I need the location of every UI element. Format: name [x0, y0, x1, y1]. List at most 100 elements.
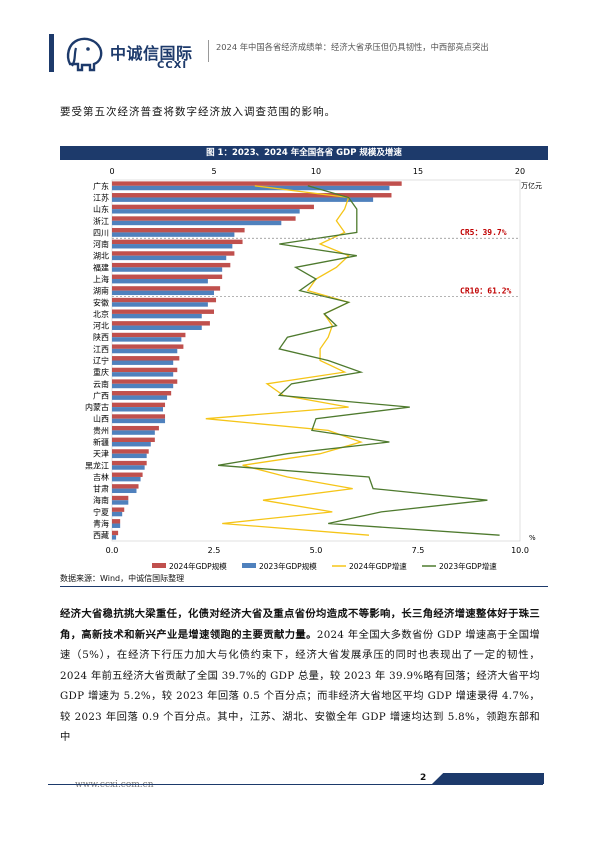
bar-2023-gdp	[112, 372, 174, 377]
bar-2024-gdp	[112, 460, 147, 466]
bar-2024-gdp	[112, 519, 121, 524]
bar-2024-gdp	[112, 367, 178, 373]
bar-2023-gdp	[112, 383, 174, 389]
intro-paragraph: 要受第五次经济普查将数字经济放入调查范围的影响。	[60, 106, 336, 118]
category-label: 天津	[93, 449, 109, 459]
bottom-axis-tick-label: 7.5	[412, 546, 425, 555]
bar-2024-gdp	[112, 495, 129, 501]
gdp-chart: 0 5 10 15 20 万亿元 0.0 2.5 5.0 7.5 10.0% 广东江苏山东浙江四川河南…	[85, 167, 542, 571]
bar-2024-gdp	[112, 181, 402, 186]
bar-2024-gdp	[112, 414, 166, 419]
bar-2024-gdp	[112, 449, 149, 454]
cr-label: CR10：61.2%	[460, 286, 512, 295]
elephant-icon	[66, 37, 103, 72]
category-label: 陕西	[93, 332, 109, 342]
legend-swatch	[152, 563, 166, 568]
bar-2023-gdp	[112, 511, 123, 517]
category-label: 吉林	[93, 472, 109, 482]
bottom-axis-unit: %	[529, 534, 536, 542]
bar-2024-gdp	[112, 286, 221, 291]
line-2024-growth	[205, 185, 370, 536]
category-label: 青海	[93, 519, 109, 529]
bar-2023-gdp	[112, 453, 147, 459]
bar-2024-gdp	[112, 297, 217, 303]
category-label: 广东	[93, 181, 109, 191]
bar-2024-gdp	[112, 425, 159, 431]
category-label: 新疆	[93, 437, 109, 447]
header-accent-bar	[49, 34, 54, 72]
category-label: 广西	[93, 390, 109, 400]
cr-label: CR5：39.7%	[460, 228, 507, 237]
bar-2024-gdp	[112, 216, 296, 221]
bar-2023-gdp	[112, 476, 141, 482]
category-label: 山东	[93, 204, 109, 214]
top-axis-tick-label: 10	[311, 167, 321, 176]
paragraph-text: 2024 年全国大多数省份 GDP 增速高于全国增速（5%），在经济下行压力加大…	[60, 628, 541, 744]
bar-2024-gdp	[112, 402, 166, 408]
bottom-axis-tick-label: 10.0	[511, 546, 529, 555]
category-label: 江西	[93, 345, 109, 354]
bar-2024-gdp	[112, 262, 231, 268]
top-axis-tick-label: 20	[515, 167, 525, 176]
category-label: 西藏	[93, 530, 109, 540]
bar-2024-gdp	[112, 507, 125, 512]
body-paragraph: 经济大省稳抗挑大梁重任，化债对经济大省及重点省份均造成不等影响，长三角经济增速整…	[60, 604, 540, 748]
figure-bottom-rule	[60, 586, 548, 587]
top-axis-tick-label: 5	[211, 167, 216, 176]
bar-2023-gdp	[112, 232, 235, 237]
bar-2024-gdp	[112, 484, 139, 489]
bar-2024-gdp	[112, 344, 184, 349]
bar-2023-gdp	[112, 337, 182, 342]
bar-2023-gdp	[112, 185, 390, 191]
legend-label: 2024年GDP规模	[169, 561, 227, 571]
bar-2023-gdp	[112, 244, 233, 249]
ccxi-logo: 中诚信国际 CCXI	[64, 34, 214, 74]
bottom-axis-tick-label: 0.0	[106, 546, 119, 555]
bar-2024-gdp	[112, 391, 172, 396]
category-label: 上海	[93, 274, 109, 284]
bottom-axis-tick-label: 5.0	[310, 546, 323, 555]
bottom-axis-tick-label: 2.5	[208, 546, 221, 555]
top-axis-unit: 万亿元	[521, 181, 542, 190]
bar-2024-gdp	[112, 530, 119, 536]
category-label: 福建	[93, 262, 109, 272]
top-axis-tick-label: 0	[109, 167, 114, 176]
bar-2024-gdp	[112, 274, 223, 279]
category-label: 云南	[93, 379, 109, 389]
bar-2023-gdp	[112, 465, 145, 470]
bar-2023-gdp	[112, 430, 155, 435]
header-title: 2024 年中国各省经济成绩单：经济大省承压但仍具韧性，中西部亮点突出	[216, 42, 489, 52]
footer-rule	[48, 784, 543, 785]
bar-2023-gdp	[112, 488, 137, 494]
line-2023-growth	[217, 185, 500, 536]
bar-2024-gdp	[112, 472, 143, 477]
bar-2023-gdp	[112, 209, 300, 214]
legend-label: 2024年GDP增速	[349, 561, 407, 571]
footer-url[interactable]: www.ccxi.com.cn	[75, 780, 154, 790]
figure-title: 图 1：2023、2024 年全国各省 GDP 规模及增速	[60, 146, 548, 160]
paragraph-lead: 经济大省稳抗挑大梁重任，化债对经济大省及重点省份均造成不等影响，长三角经济增速整…	[60, 608, 540, 641]
header-divider	[208, 40, 209, 62]
bar-2024-gdp	[112, 227, 245, 233]
category-label: 黑龙江	[85, 460, 109, 470]
category-label: 重庆	[93, 367, 109, 377]
bar-2024-gdp	[112, 437, 155, 443]
bar-2023-gdp	[112, 348, 178, 354]
category-label: 宁夏	[93, 507, 109, 517]
footer-accent-block	[432, 773, 544, 784]
category-label: 贵州	[93, 425, 109, 435]
category-label: 北京	[93, 309, 109, 319]
category-label: 江苏	[93, 192, 109, 202]
category-label: 甘肃	[93, 484, 109, 494]
figure-source: 数据来源：Wind，中诚信国际整理	[60, 574, 185, 583]
bar-2023-gdp	[112, 523, 121, 528]
bar-2023-gdp	[112, 442, 151, 447]
bar-2023-gdp	[112, 290, 214, 296]
bar-2023-gdp	[112, 197, 374, 202]
category-label: 湖北	[93, 252, 109, 261]
bar-2023-gdp	[112, 278, 208, 284]
category-label: 河北	[93, 321, 109, 331]
category-label: 安徽	[93, 297, 109, 307]
bar-2023-gdp	[112, 500, 129, 505]
category-label: 内蒙古	[85, 402, 109, 412]
